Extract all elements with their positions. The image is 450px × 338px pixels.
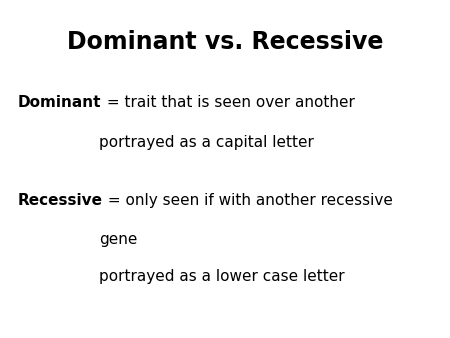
Text: = trait that is seen over another: = trait that is seen over another xyxy=(102,95,355,110)
Text: Dominant vs. Recessive: Dominant vs. Recessive xyxy=(67,30,383,54)
Text: portrayed as a capital letter: portrayed as a capital letter xyxy=(99,135,314,150)
Text: portrayed as a lower case letter: portrayed as a lower case letter xyxy=(99,269,345,284)
Text: = only seen if with another recessive: = only seen if with another recessive xyxy=(103,193,393,208)
Text: gene: gene xyxy=(99,232,137,246)
Text: Dominant: Dominant xyxy=(18,95,102,110)
Text: Recessive: Recessive xyxy=(18,193,103,208)
